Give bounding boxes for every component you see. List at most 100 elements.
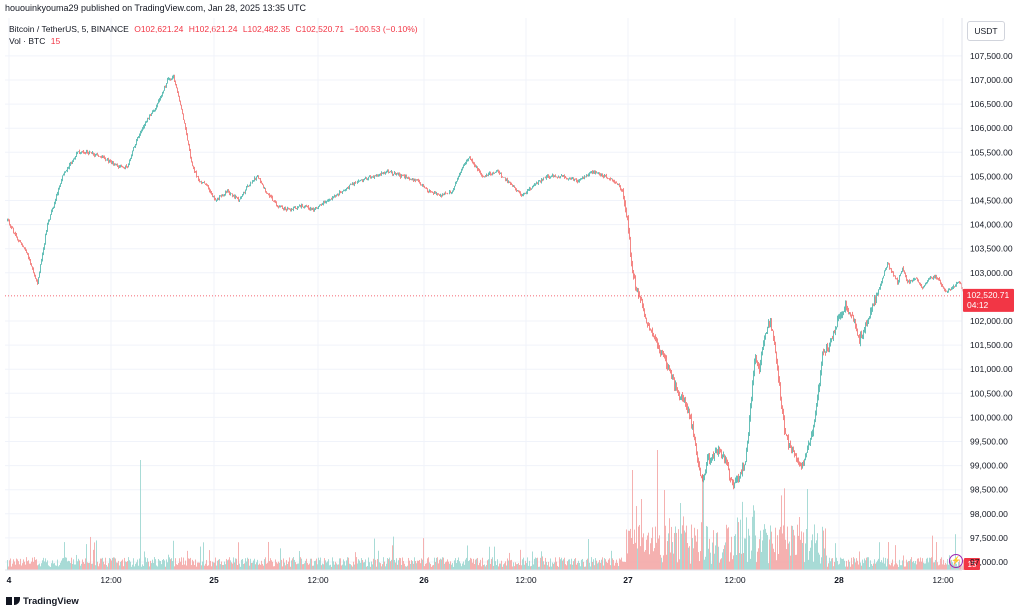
volume-bar: [391, 559, 392, 570]
volume-bar: [632, 470, 633, 570]
volume-bar: [559, 557, 560, 570]
volume-bar: [127, 561, 128, 570]
volume-bar: [323, 564, 324, 570]
volume-bar: [682, 525, 683, 570]
volume-bar: [509, 552, 510, 570]
volume-bar: [51, 563, 52, 570]
volume-bar: [158, 559, 159, 570]
volume-bar: [756, 562, 757, 570]
volume-bar: [142, 564, 143, 570]
volume-bar: [714, 553, 715, 570]
volume-bar: [250, 558, 251, 570]
volume-bar: [526, 563, 527, 570]
volume-bar: [76, 554, 77, 570]
volume-bar: [101, 558, 102, 570]
volume-bar: [84, 563, 85, 570]
open-value: O102,621.24: [134, 24, 184, 34]
symbol-title[interactable]: Bitcoin / TetherUS, 5, BINANCE: [9, 24, 129, 34]
volume-bar: [336, 563, 337, 570]
volume-bar: [906, 559, 907, 570]
volume-bar: [554, 562, 555, 570]
volume-bar: [410, 563, 411, 570]
volume-bar: [563, 559, 564, 570]
volume-bar: [180, 561, 181, 570]
volume-bar: [736, 555, 737, 570]
volume-bar: [259, 563, 260, 570]
volume-bar: [573, 561, 574, 570]
volume-bar: [189, 558, 190, 570]
volume-bar: [359, 560, 360, 570]
volume-bar: [296, 564, 297, 570]
volume-bar: [784, 488, 785, 570]
volume-bar: [282, 566, 283, 570]
volume-bar: [857, 560, 858, 570]
volume-bar: [331, 566, 332, 570]
volume-bar: [46, 562, 47, 570]
volume-bar: [412, 561, 413, 570]
volume-value: 15: [50, 36, 61, 46]
volume-bar: [607, 562, 608, 570]
volume-bar: [10, 558, 11, 570]
volume-bar: [839, 563, 840, 570]
volume-bar: [752, 516, 753, 570]
volume-bar: [623, 561, 624, 570]
volume-bar: [421, 558, 422, 570]
volume-bar: [279, 562, 280, 570]
volume-bar: [570, 564, 571, 570]
volume-bar: [390, 561, 391, 570]
volume-bar: [588, 539, 589, 570]
volume-bar: [486, 564, 487, 570]
time-tick-label: 27: [623, 575, 633, 585]
volume-bar: [903, 555, 904, 570]
volume-bar: [655, 526, 656, 570]
volume-bar: [321, 565, 322, 570]
volume-bar: [487, 560, 488, 570]
volume-bar: [787, 526, 788, 570]
volume-bar: [520, 549, 521, 570]
volume-bar: [479, 562, 480, 570]
volume-bar: [247, 557, 248, 570]
volume-bar: [755, 535, 756, 570]
volume-bar: [708, 548, 709, 570]
volume-bar: [701, 522, 702, 570]
volume-bar: [809, 551, 810, 570]
volume-bar: [647, 535, 648, 570]
volume-legend: Vol · BTC 15: [9, 36, 63, 46]
volume-label[interactable]: Vol · BTC: [9, 36, 46, 46]
price-tick-label: 101,000.00: [970, 364, 1013, 374]
volume-bar: [793, 529, 794, 570]
volume-bar: [599, 560, 600, 570]
price-axis: 107,500.00 107,000.00 106,500.00 106,000.00…: [961, 18, 1013, 570]
volume-bar: [274, 566, 275, 570]
volume-bar: [912, 562, 913, 570]
volume-bar: [470, 557, 471, 570]
volume-bar: [448, 561, 449, 570]
volume-bar: [205, 563, 206, 570]
price-tick-label: 107,000.00: [970, 75, 1013, 85]
volume-bar: [874, 559, 875, 570]
volume-bar: [578, 560, 579, 570]
volume-bar: [593, 559, 594, 570]
volume-bar: [103, 561, 104, 570]
volume-bar: [361, 558, 362, 570]
volume-bar: [256, 562, 257, 570]
volume-bar: [45, 558, 46, 570]
volume-bar: [310, 558, 311, 570]
volume-bar: [939, 564, 940, 570]
volume-bar: [716, 533, 717, 570]
volume-bar: [456, 562, 457, 570]
volume-bar: [576, 564, 577, 570]
price-unit-button[interactable]: USDT: [967, 21, 1005, 41]
lightning-icon[interactable]: ⚡: [949, 554, 963, 568]
volume-bar: [635, 542, 636, 570]
volume-bar: [41, 563, 42, 570]
volume-bar: [503, 564, 504, 570]
volume-bar: [668, 533, 669, 570]
volume-bar: [805, 543, 806, 570]
volume-bar: [796, 554, 797, 570]
volume-bar: [9, 560, 10, 570]
volume-bar: [355, 552, 356, 570]
volume-bar: [20, 558, 21, 570]
volume-bar: [59, 565, 60, 570]
